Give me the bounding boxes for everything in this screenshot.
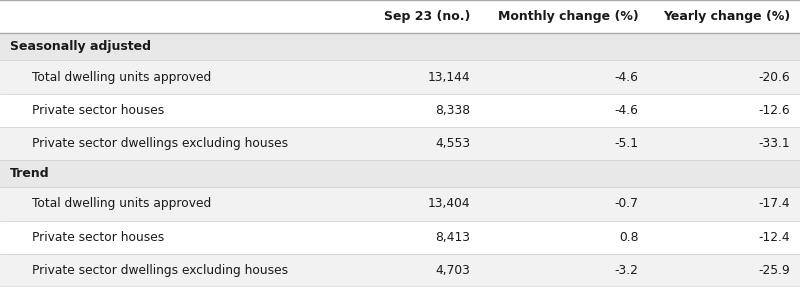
Text: -5.1: -5.1 [614,137,638,150]
Bar [0,221,800,254]
Text: Private sector houses: Private sector houses [32,231,164,244]
Bar [0,160,800,187]
Text: Private sector dwellings excluding houses: Private sector dwellings excluding house… [32,137,288,150]
Text: Sep 23 (no.): Sep 23 (no.) [384,10,470,23]
Text: Trend: Trend [10,167,50,180]
Text: -17.4: -17.4 [758,197,790,210]
Text: Total dwelling units approved: Total dwelling units approved [32,71,211,84]
Text: 8,413: 8,413 [435,231,470,244]
Text: -0.7: -0.7 [614,197,638,210]
Text: Yearly change (%): Yearly change (%) [663,10,790,23]
Bar [0,33,800,61]
Bar [0,254,800,287]
Text: Private sector houses: Private sector houses [32,104,164,117]
Text: -3.2: -3.2 [614,264,638,277]
Text: 8,338: 8,338 [435,104,470,117]
Text: 13,404: 13,404 [428,197,470,210]
Text: 4,703: 4,703 [435,264,470,277]
Text: Private sector dwellings excluding houses: Private sector dwellings excluding house… [32,264,288,277]
Bar [0,187,800,221]
Bar [0,61,800,94]
Text: -33.1: -33.1 [758,137,790,150]
Text: -25.9: -25.9 [758,264,790,277]
Bar [0,94,800,127]
Text: 0.8: 0.8 [619,231,638,244]
Text: -4.6: -4.6 [614,104,638,117]
Text: Monthly change (%): Monthly change (%) [498,10,638,23]
Bar [0,127,800,160]
Text: 4,553: 4,553 [435,137,470,150]
Text: Seasonally adjusted: Seasonally adjusted [10,40,150,53]
Text: Total dwelling units approved: Total dwelling units approved [32,197,211,210]
Text: -20.6: -20.6 [758,71,790,84]
Text: -12.4: -12.4 [758,231,790,244]
Text: -12.6: -12.6 [758,104,790,117]
Bar [0,0,800,33]
Text: -4.6: -4.6 [614,71,638,84]
Text: 13,144: 13,144 [428,71,470,84]
